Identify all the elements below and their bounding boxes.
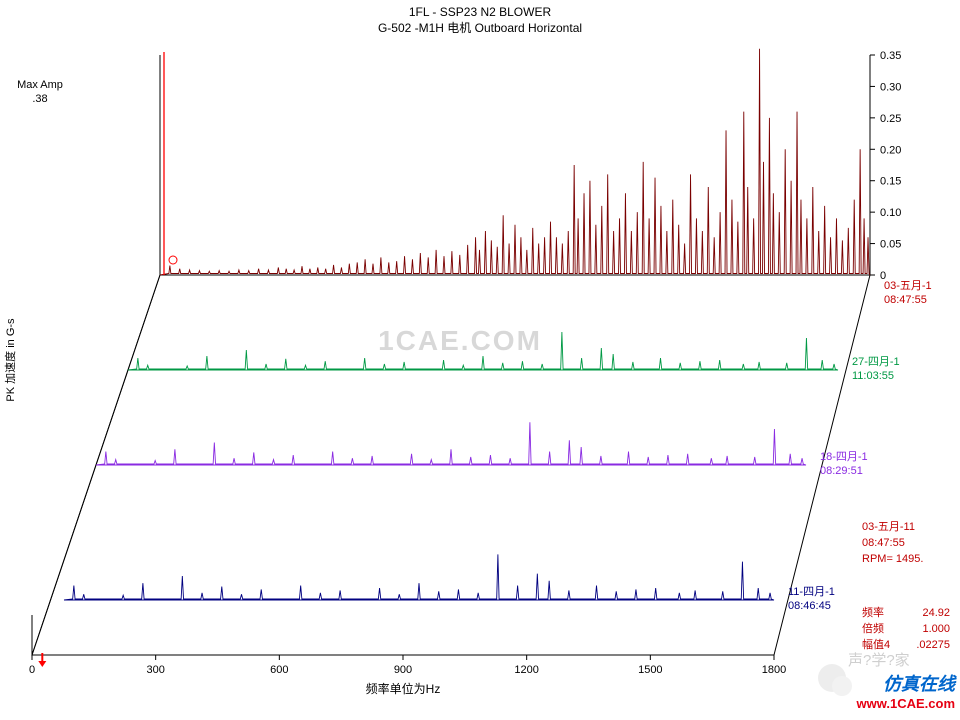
spectrum-purple-time: 08:29:51: [820, 465, 863, 477]
y-tick: 0.25: [880, 113, 901, 125]
max-amp-value: .38: [32, 93, 47, 105]
x-tick: 1800: [762, 664, 786, 676]
footer-url: www.1CAE.com: [856, 696, 955, 711]
y-tick: 0.15: [880, 176, 901, 188]
x-tick: 900: [394, 664, 412, 676]
info-line: RPM= 1495.: [862, 553, 923, 565]
spectrum-top-time: 08:47:55: [884, 294, 927, 306]
info-line: 08:47:55: [862, 537, 905, 549]
info-line: 03-五月-11: [862, 521, 915, 533]
spectrum-blue-date: 11-四月-1: [788, 586, 835, 598]
y-axis-label: PK 加速度 in G-s: [3, 318, 17, 402]
chart-title-1: 1FL - SSP23 N2 BLOWER: [409, 5, 552, 19]
watermark: 1CAE.COM: [378, 325, 542, 356]
info-key: 幅值4: [862, 638, 890, 651]
info-key: 频率: [862, 605, 884, 619]
spectrum-blue-time: 08:46:45: [788, 600, 831, 612]
info-val: 24.92: [922, 607, 950, 619]
spectrum-purple-date: 18-四月-1: [820, 451, 868, 463]
spectrum-top-date: 03-五月-1: [884, 280, 932, 292]
spectrum-green-time: 11:03:55: [852, 370, 894, 382]
y-tick: 0.10: [880, 207, 901, 219]
x-tick: 1500: [638, 664, 662, 676]
y-tick: 0.05: [880, 239, 901, 251]
y-tick: 0.35: [880, 50, 901, 62]
info-val: .02275: [916, 639, 950, 651]
max-amp-label: Max Amp: [17, 79, 63, 91]
x-tick: 0: [29, 664, 35, 676]
spectrum-green-date: 27-四月-1: [852, 356, 900, 368]
x-tick: 600: [270, 664, 288, 676]
x-tick: 300: [146, 664, 164, 676]
chart-title-2: G-502 -M1H 电机 Outboard Horizontal: [378, 21, 582, 35]
footer-gray: 声?学?家: [848, 651, 910, 669]
info-key: 倍频: [862, 621, 884, 635]
y-tick: 0.30: [880, 81, 901, 93]
y-tick: 0.20: [880, 144, 901, 156]
x-tick: 1200: [514, 664, 538, 676]
info-val: 1.000: [922, 623, 950, 635]
waterfall-spectrum-chart: 1CAE.COM 1FL - SSP23 N2 BLOWER G-502 -M1H …: [0, 0, 960, 720]
x-axis-label: 频率单位为Hz: [366, 681, 441, 696]
footer-brand: 仿真在线: [883, 674, 957, 694]
